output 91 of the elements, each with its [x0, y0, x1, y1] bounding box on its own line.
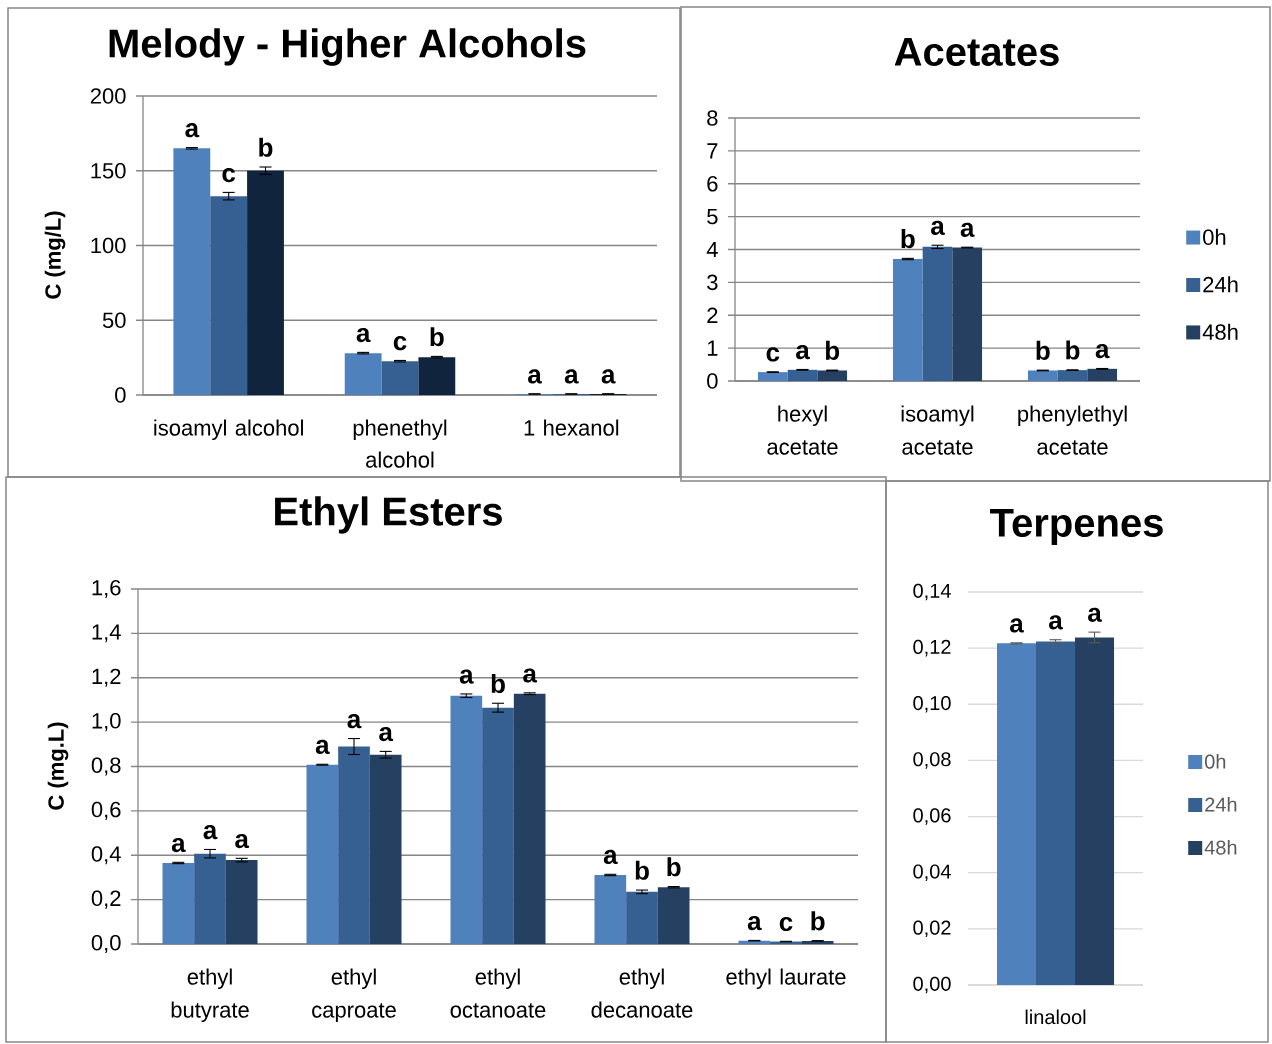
y-tick-label: 150 — [91, 162, 126, 179]
x-tick-label: ethyl octanoate — [450, 968, 546, 1018]
data-label: a — [1088, 607, 1102, 622]
y-tick-label: 1,6 — [92, 579, 121, 599]
data-label: a — [235, 833, 250, 849]
data-label: a — [1095, 344, 1110, 359]
x-tick-label: 1 hexanol — [524, 419, 619, 436]
y-tick-label: 1,2 — [92, 668, 121, 687]
y-tick-label: 6 — [707, 175, 718, 192]
data-label: a — [523, 668, 538, 683]
y-tick-label: 8 — [707, 110, 718, 126]
x-tick-label: phenylethyl acetate — [1018, 405, 1127, 455]
data-label: c — [779, 916, 793, 932]
data-label: a — [931, 220, 945, 236]
data-label: b — [667, 857, 681, 877]
legend-label: 48h — [1204, 839, 1237, 855]
data-label: a — [315, 739, 330, 755]
data-label: a — [747, 915, 762, 931]
data-label: a — [603, 849, 618, 865]
y-tick-label: 1,4 — [92, 624, 121, 643]
data-label: a — [1049, 615, 1063, 630]
y-tick-label: 0,8 — [91, 757, 121, 776]
legend-label: 0h — [1203, 228, 1226, 245]
data-label: a — [1010, 618, 1024, 633]
y-tick-label: 0,12 — [913, 639, 951, 657]
data-label: c — [393, 336, 407, 351]
data-label: a — [459, 669, 474, 684]
y-tick-label: 200 — [90, 88, 126, 104]
x-tick-label: ethyl caproate — [312, 968, 396, 1023]
y-tick-label: 0,2 — [91, 890, 121, 909]
data-label: b — [259, 137, 273, 157]
data-label: c — [766, 347, 780, 362]
y-tick-label: 0,10 — [913, 696, 951, 713]
y-tick-label: 0,06 — [913, 808, 951, 825]
y-tick-label: 1,0 — [92, 713, 121, 732]
y-tick-label: 2 — [707, 307, 718, 323]
data-label: b — [901, 229, 915, 249]
y-tick-label: 0,14 — [913, 583, 951, 601]
y-axis-title: C (mg/L) — [44, 211, 66, 299]
x-tick-label: ethyl butyrate — [171, 968, 249, 1023]
data-label: b — [811, 911, 825, 931]
y-tick-label: 4 — [706, 241, 718, 258]
y-tick-label: 0,0 — [91, 934, 121, 954]
chart-title: Ethyl Esters — [275, 496, 502, 534]
data-label: a — [564, 369, 579, 384]
data-label: a — [528, 369, 542, 384]
y-tick-label: 3 — [707, 274, 718, 291]
data-label: a — [347, 714, 362, 729]
x-tick-label: phenethyl alcohol — [353, 419, 447, 468]
y-tick-label: 7 — [707, 143, 718, 159]
y-tick-label: 5 — [707, 208, 718, 225]
y-tick-label: 0,08 — [913, 752, 951, 769]
x-tick-label: isoamyl acetate — [901, 405, 974, 455]
data-label: a — [601, 369, 616, 384]
y-tick-label: 100 — [91, 237, 126, 254]
data-label: b — [1036, 340, 1050, 360]
data-label: b — [1066, 340, 1080, 360]
data-label: b — [491, 673, 505, 694]
chart-title: Terpenes — [990, 509, 1163, 545]
data-label: a — [960, 222, 975, 237]
y-tick-label: 1 — [707, 340, 718, 356]
data-label: a — [171, 837, 186, 853]
x-tick-label: isoamyl alcohol — [154, 419, 303, 441]
y-tick-label: 0,00 — [913, 976, 951, 994]
data-label: a — [356, 327, 371, 343]
data-label: b — [825, 340, 840, 360]
data-label: a — [203, 825, 218, 840]
x-tick-label: ethyl decanoate — [591, 968, 693, 1018]
y-tick-label: 0,02 — [913, 920, 951, 938]
data-label: a — [796, 345, 810, 360]
data-label: c — [222, 167, 236, 183]
x-tick-label: ethyl laurate — [726, 968, 846, 990]
legend-label: 0h — [1204, 754, 1226, 769]
data-label: b — [635, 860, 649, 880]
data-label: b — [430, 327, 444, 347]
legend-label: 24h — [1203, 276, 1238, 293]
chart-title: Acetates — [894, 38, 1059, 66]
data-label: a — [185, 123, 200, 138]
legend-label: 48h — [1202, 323, 1238, 340]
y-tick-label: 50 — [102, 312, 126, 329]
y-tick-label: 0,04 — [913, 864, 951, 881]
y-axis-title: C (mg.L) — [47, 722, 69, 810]
chart-title: Melody - Higher Alcohols — [109, 28, 586, 66]
y-tick-label: 0 — [115, 387, 126, 403]
x-tick-label: linalool — [1025, 1009, 1086, 1025]
y-tick-label: 0,4 — [91, 846, 121, 865]
legend-label: 24h — [1205, 796, 1237, 812]
data-label: a — [379, 726, 394, 742]
y-tick-label: 0 — [707, 373, 718, 389]
y-tick-label: 0,6 — [91, 801, 121, 820]
x-tick-label: hexyl acetate — [767, 405, 838, 455]
